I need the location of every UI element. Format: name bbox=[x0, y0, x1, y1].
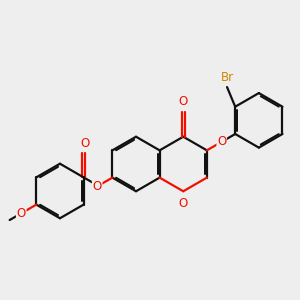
Text: O: O bbox=[80, 136, 89, 149]
Text: O: O bbox=[178, 197, 188, 210]
Text: O: O bbox=[178, 95, 188, 108]
Text: O: O bbox=[92, 180, 102, 194]
Text: O: O bbox=[217, 135, 226, 148]
Text: Br: Br bbox=[221, 71, 234, 84]
Text: O: O bbox=[16, 207, 26, 220]
